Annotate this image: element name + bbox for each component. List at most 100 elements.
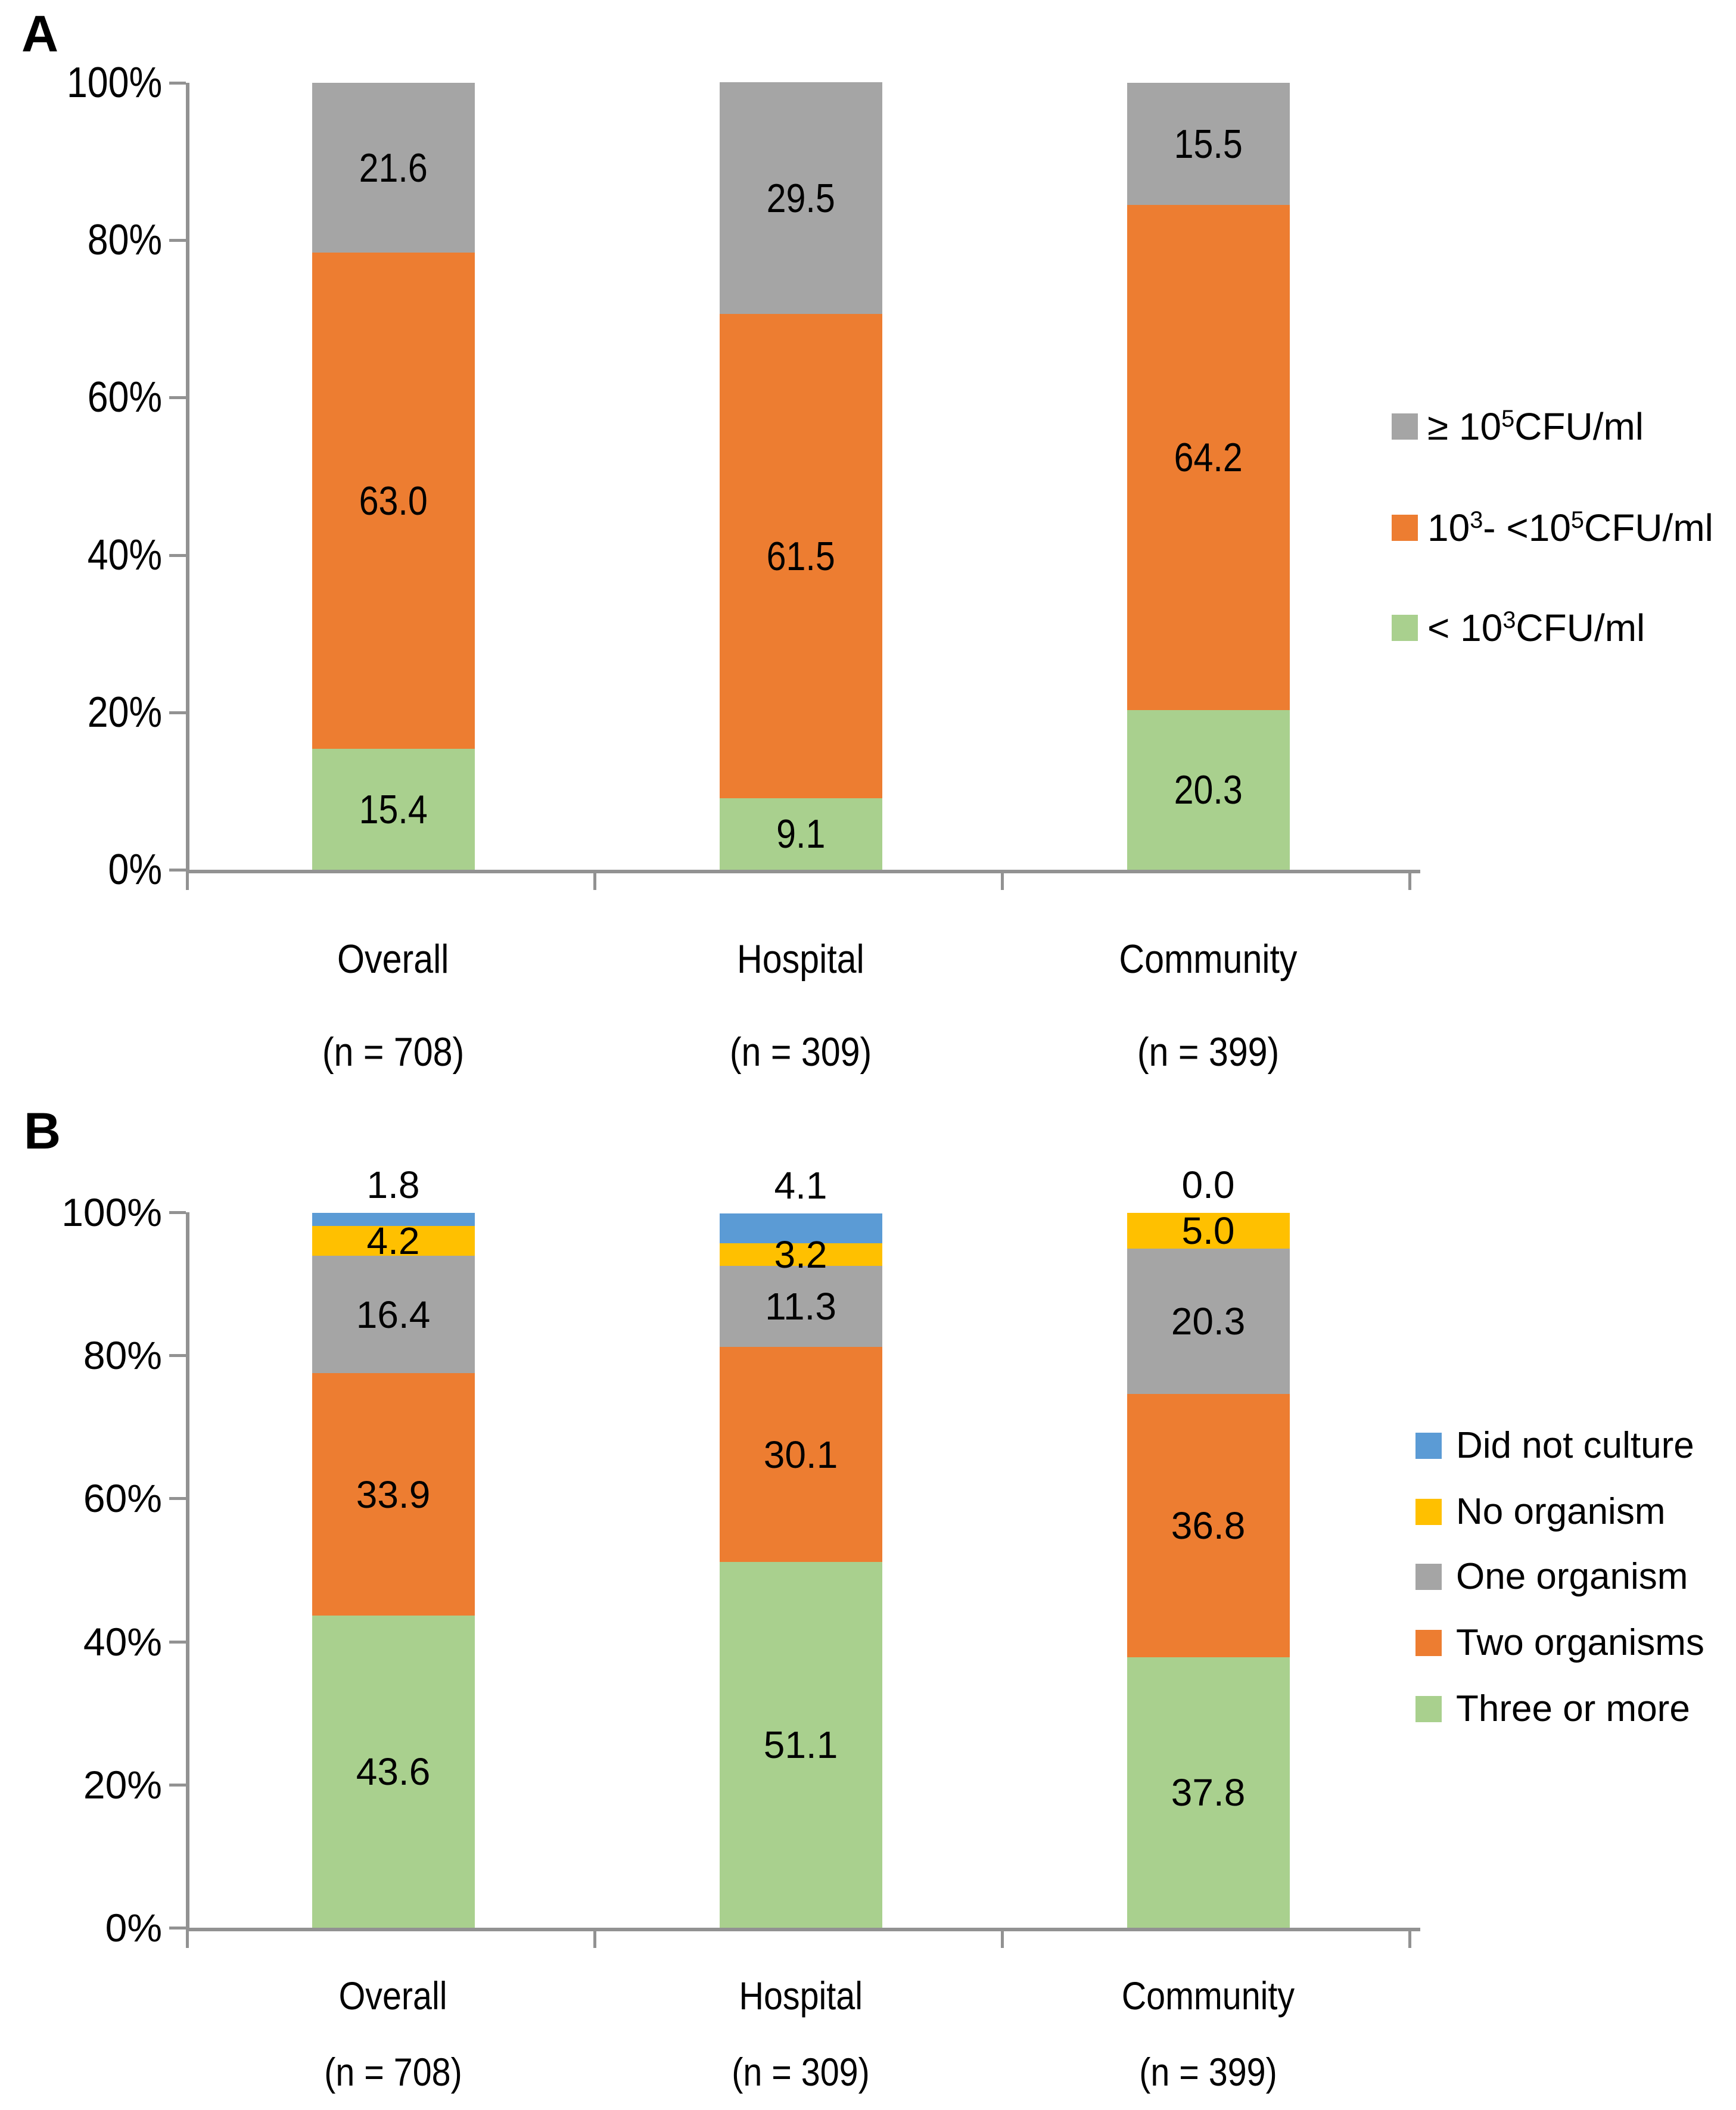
legend-label-superscript: 3 [1502, 607, 1516, 634]
bar-value-text: 4.2 [366, 1219, 420, 1262]
bar-value-label: 33.9 [268, 1473, 518, 1517]
bar-segment [720, 1213, 882, 1243]
y-tick-label-text: 20% [83, 1763, 162, 1807]
x-tick-mark [593, 873, 596, 890]
x-tick-mark [1408, 873, 1411, 890]
bar-value-label: 16.4 [268, 1293, 518, 1337]
legend-label-text: No organism [1456, 1491, 1666, 1532]
category-label-line: Overall [189, 1957, 597, 2034]
bar-value-text: 4.1 [774, 1164, 827, 1207]
bar-value-text: 5.0 [1181, 1209, 1235, 1252]
bar-value-label: 4.2 [268, 1219, 518, 1263]
y-tick-label: 60% [18, 370, 162, 425]
bar-value-text: 29.5 [766, 176, 835, 221]
category-label-text: (n = 399) [1139, 2050, 1277, 2094]
legend-label-text: ≥ 10 [1427, 405, 1502, 448]
bar-value-label: 21.6 [268, 145, 518, 191]
bar-segment [312, 1616, 475, 1928]
bar-outside-value-label: 4.1 [676, 1163, 926, 1208]
y-tick-label: 40% [18, 1616, 162, 1667]
category-label-text: Community [1121, 1974, 1295, 2018]
y-tick-label: 100% [18, 55, 162, 110]
category-label-line: Community [1004, 913, 1412, 1006]
legend-swatch [1415, 1499, 1442, 1525]
bar-value-label: 20.3 [1083, 1299, 1333, 1343]
bar-value-text: 61.5 [766, 534, 835, 579]
bar-value-text: 51.1 [763, 1723, 838, 1766]
y-axis-line [186, 83, 189, 873]
y-tick-mark [169, 1784, 186, 1787]
category-label-text: (n = 399) [1137, 1029, 1280, 1075]
bar-segment [720, 1243, 882, 1266]
bar-value-text: 3.2 [774, 1233, 827, 1276]
legend-label-superscript: 3 [1470, 507, 1483, 534]
y-tick-mark [169, 869, 186, 872]
legend-label-text: Did not culture [1456, 1425, 1694, 1466]
category-label-line: (n = 708) [189, 2034, 597, 2110]
bar-segment [312, 1226, 475, 1256]
bar-value-text: 20.3 [1171, 1300, 1246, 1343]
legend-label-text: Three or more [1456, 1688, 1690, 1729]
bar-value-label: 29.5 [676, 175, 926, 222]
y-tick-label: 20% [18, 685, 162, 740]
y-tick-label: 0% [18, 842, 162, 897]
y-tick-label-text: 80% [83, 1333, 162, 1377]
category-label-line: (n = 708) [189, 1006, 597, 1098]
y-tick-label: 100% [18, 1187, 162, 1238]
category-label-text: Hospital [737, 936, 864, 982]
category-label: Hospital (n = 309) [597, 1957, 1004, 2110]
y-tick-label: 20% [18, 1759, 162, 1810]
x-tick-mark [1001, 1931, 1004, 1948]
legend-swatch [1392, 515, 1418, 541]
bar-value-text: 0.0 [1181, 1163, 1235, 1206]
y-tick-label-text: 60% [83, 1476, 162, 1520]
legend-swatch [1415, 1630, 1442, 1656]
category-label-text: (n = 708) [322, 1029, 465, 1075]
y-tick-label-text: 40% [83, 1620, 162, 1664]
bar-value-label: 9.1 [676, 811, 926, 857]
bar-value-label: 20.3 [1083, 767, 1333, 813]
legend-label-text: - <10 [1483, 506, 1571, 549]
legend-swatch [1415, 1433, 1442, 1459]
y-tick-label: 40% [18, 528, 162, 583]
y-tick-label: 0% [18, 1902, 162, 1953]
bar-segment [1127, 205, 1290, 710]
bar-value-label: 15.4 [268, 786, 518, 833]
x-tick-mark [1408, 1931, 1411, 1948]
bar-segment [1127, 1394, 1290, 1657]
category-label-line: Community [1004, 1957, 1412, 2034]
category-label-line: (n = 309) [597, 2034, 1004, 2110]
bar-outside-value-label: 0.0 [1083, 1163, 1333, 1207]
bar-value-label: 15.5 [1083, 121, 1333, 167]
y-tick-mark [169, 1497, 186, 1500]
bar-value-text: 20.3 [1174, 767, 1243, 813]
category-label-text: Hospital [739, 1974, 863, 2018]
legend-label-text: CFU/ml [1514, 405, 1644, 448]
category-label-text: (n = 708) [324, 2050, 462, 2094]
bar-segment [312, 1213, 475, 1226]
y-tick-mark [169, 1211, 186, 1214]
bar-value-text: 43.6 [356, 1750, 431, 1793]
y-tick-mark [169, 396, 186, 399]
legend-label: Two organisms [1456, 1620, 1704, 1666]
bar-segment [312, 253, 475, 749]
y-tick-label-text: 100% [61, 1190, 162, 1234]
x-tick-mark [593, 1931, 596, 1948]
category-label-line: (n = 309) [597, 1006, 1004, 1098]
category-label-line: Hospital [597, 1957, 1004, 2034]
y-tick-mark [169, 711, 186, 714]
bar-value-label: 3.2 [676, 1233, 926, 1277]
legend-label: No organism [1456, 1489, 1665, 1535]
legend-label-text: < 10 [1427, 606, 1503, 649]
bar-segment [1127, 1213, 1290, 1249]
bar-segment [1127, 83, 1290, 205]
bar-value-label: 11.3 [676, 1284, 926, 1328]
category-label-text: Overall [339, 1974, 447, 2018]
bar-value-label: 61.5 [676, 533, 926, 580]
legend-swatch [1392, 615, 1418, 641]
legend-label: ≥ 105CFU/ml [1427, 403, 1644, 450]
bar-segment [312, 749, 475, 870]
legend-label: 103- <105CFU/ml [1427, 504, 1713, 552]
